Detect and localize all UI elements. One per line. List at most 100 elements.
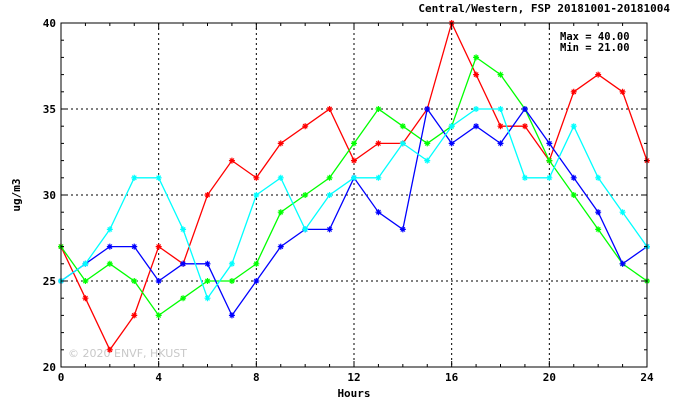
data-point [253, 278, 260, 284]
stat-min: Min = 21.00 [560, 42, 630, 54]
data-point [302, 192, 309, 198]
data-point [131, 312, 138, 319]
data-point [131, 278, 138, 284]
data-point [155, 312, 162, 319]
data-point [497, 106, 504, 112]
data-point [131, 174, 138, 181]
series-line [60, 56, 648, 317]
y-tick-label: 40 [43, 17, 56, 30]
data-point [204, 278, 211, 284]
data-point [131, 243, 138, 250]
x-tick-label: 4 [155, 371, 162, 384]
data-point [570, 123, 577, 130]
y-tick-label: 20 [43, 361, 56, 374]
data-point [204, 260, 211, 267]
data-point [228, 312, 235, 319]
data-point [546, 140, 553, 147]
data-point [253, 192, 260, 198]
data-point [302, 123, 309, 130]
data-point [521, 174, 528, 181]
stat-max: Max = 40.00 [560, 31, 630, 43]
data-point [595, 71, 602, 78]
data-point [448, 140, 455, 147]
data-point [595, 174, 602, 181]
x-tick-label: 16 [445, 371, 459, 384]
data-point [351, 157, 357, 164]
data-point [546, 174, 553, 181]
chart-title: Central/Western, FSP 20181001-20181004 [418, 2, 670, 15]
data-point [497, 71, 504, 78]
series-3 [58, 106, 650, 302]
series-2 [58, 106, 650, 319]
y-tick-label: 35 [43, 103, 56, 116]
data-point [302, 226, 309, 233]
x-tick-label: 24 [640, 371, 654, 384]
data-point [570, 174, 577, 181]
data-point [228, 157, 235, 164]
data-point [473, 106, 480, 112]
data-point [351, 140, 357, 147]
x-tick-label: 20 [543, 371, 556, 384]
data-point [375, 106, 382, 112]
data-point [497, 123, 504, 130]
data-point [619, 88, 626, 95]
data-point [82, 260, 89, 267]
data-point [228, 278, 235, 284]
data-point [204, 295, 211, 302]
data-point [619, 209, 626, 216]
series-layer [58, 20, 650, 353]
y-tick-label: 30 [43, 189, 56, 202]
data-point [399, 226, 406, 233]
data-point [106, 346, 113, 353]
data-point [277, 243, 284, 250]
data-point [155, 174, 162, 181]
y-axis-label: ug/m3 [10, 178, 23, 211]
data-point [521, 123, 528, 130]
data-point [82, 278, 89, 284]
data-point [204, 192, 211, 198]
data-point [277, 174, 284, 181]
x-axis-label: Hours [337, 387, 370, 400]
data-point [521, 106, 528, 112]
data-point [106, 260, 113, 267]
x-tick-label: 8 [253, 371, 260, 384]
watermark: © 2020 ENVF, HKUST [68, 347, 187, 360]
data-point [326, 192, 333, 198]
data-point [180, 295, 187, 302]
x-tick-label: 12 [347, 371, 360, 384]
data-point [82, 295, 89, 302]
data-point [180, 226, 187, 233]
data-point [448, 123, 455, 130]
data-point [180, 260, 187, 267]
data-point [424, 106, 431, 112]
data-point [253, 260, 260, 267]
data-point [228, 260, 235, 267]
data-point [375, 174, 382, 181]
data-point [375, 209, 382, 216]
data-point [277, 140, 284, 147]
data-point [546, 157, 553, 164]
data-point [570, 88, 577, 95]
grid-lines [61, 23, 647, 367]
data-point [497, 140, 504, 147]
data-point [473, 71, 480, 78]
data-point [619, 260, 626, 267]
data-point [326, 226, 333, 233]
data-point [424, 157, 431, 164]
data-point [351, 174, 357, 181]
data-point [399, 140, 406, 147]
data-point [106, 226, 113, 233]
axis-ticks: 0 4 8 12 16 20 24 20 25 30 35 40 [43, 17, 654, 384]
data-point [399, 123, 406, 130]
x-tick-label: 0 [58, 371, 65, 384]
data-point [595, 209, 602, 216]
data-point [326, 174, 333, 181]
data-point [155, 243, 162, 250]
data-point [277, 209, 284, 216]
data-point [424, 140, 431, 147]
y-tick-label: 25 [43, 275, 56, 288]
data-point [106, 243, 113, 250]
data-point [253, 174, 260, 181]
data-point [570, 192, 577, 198]
